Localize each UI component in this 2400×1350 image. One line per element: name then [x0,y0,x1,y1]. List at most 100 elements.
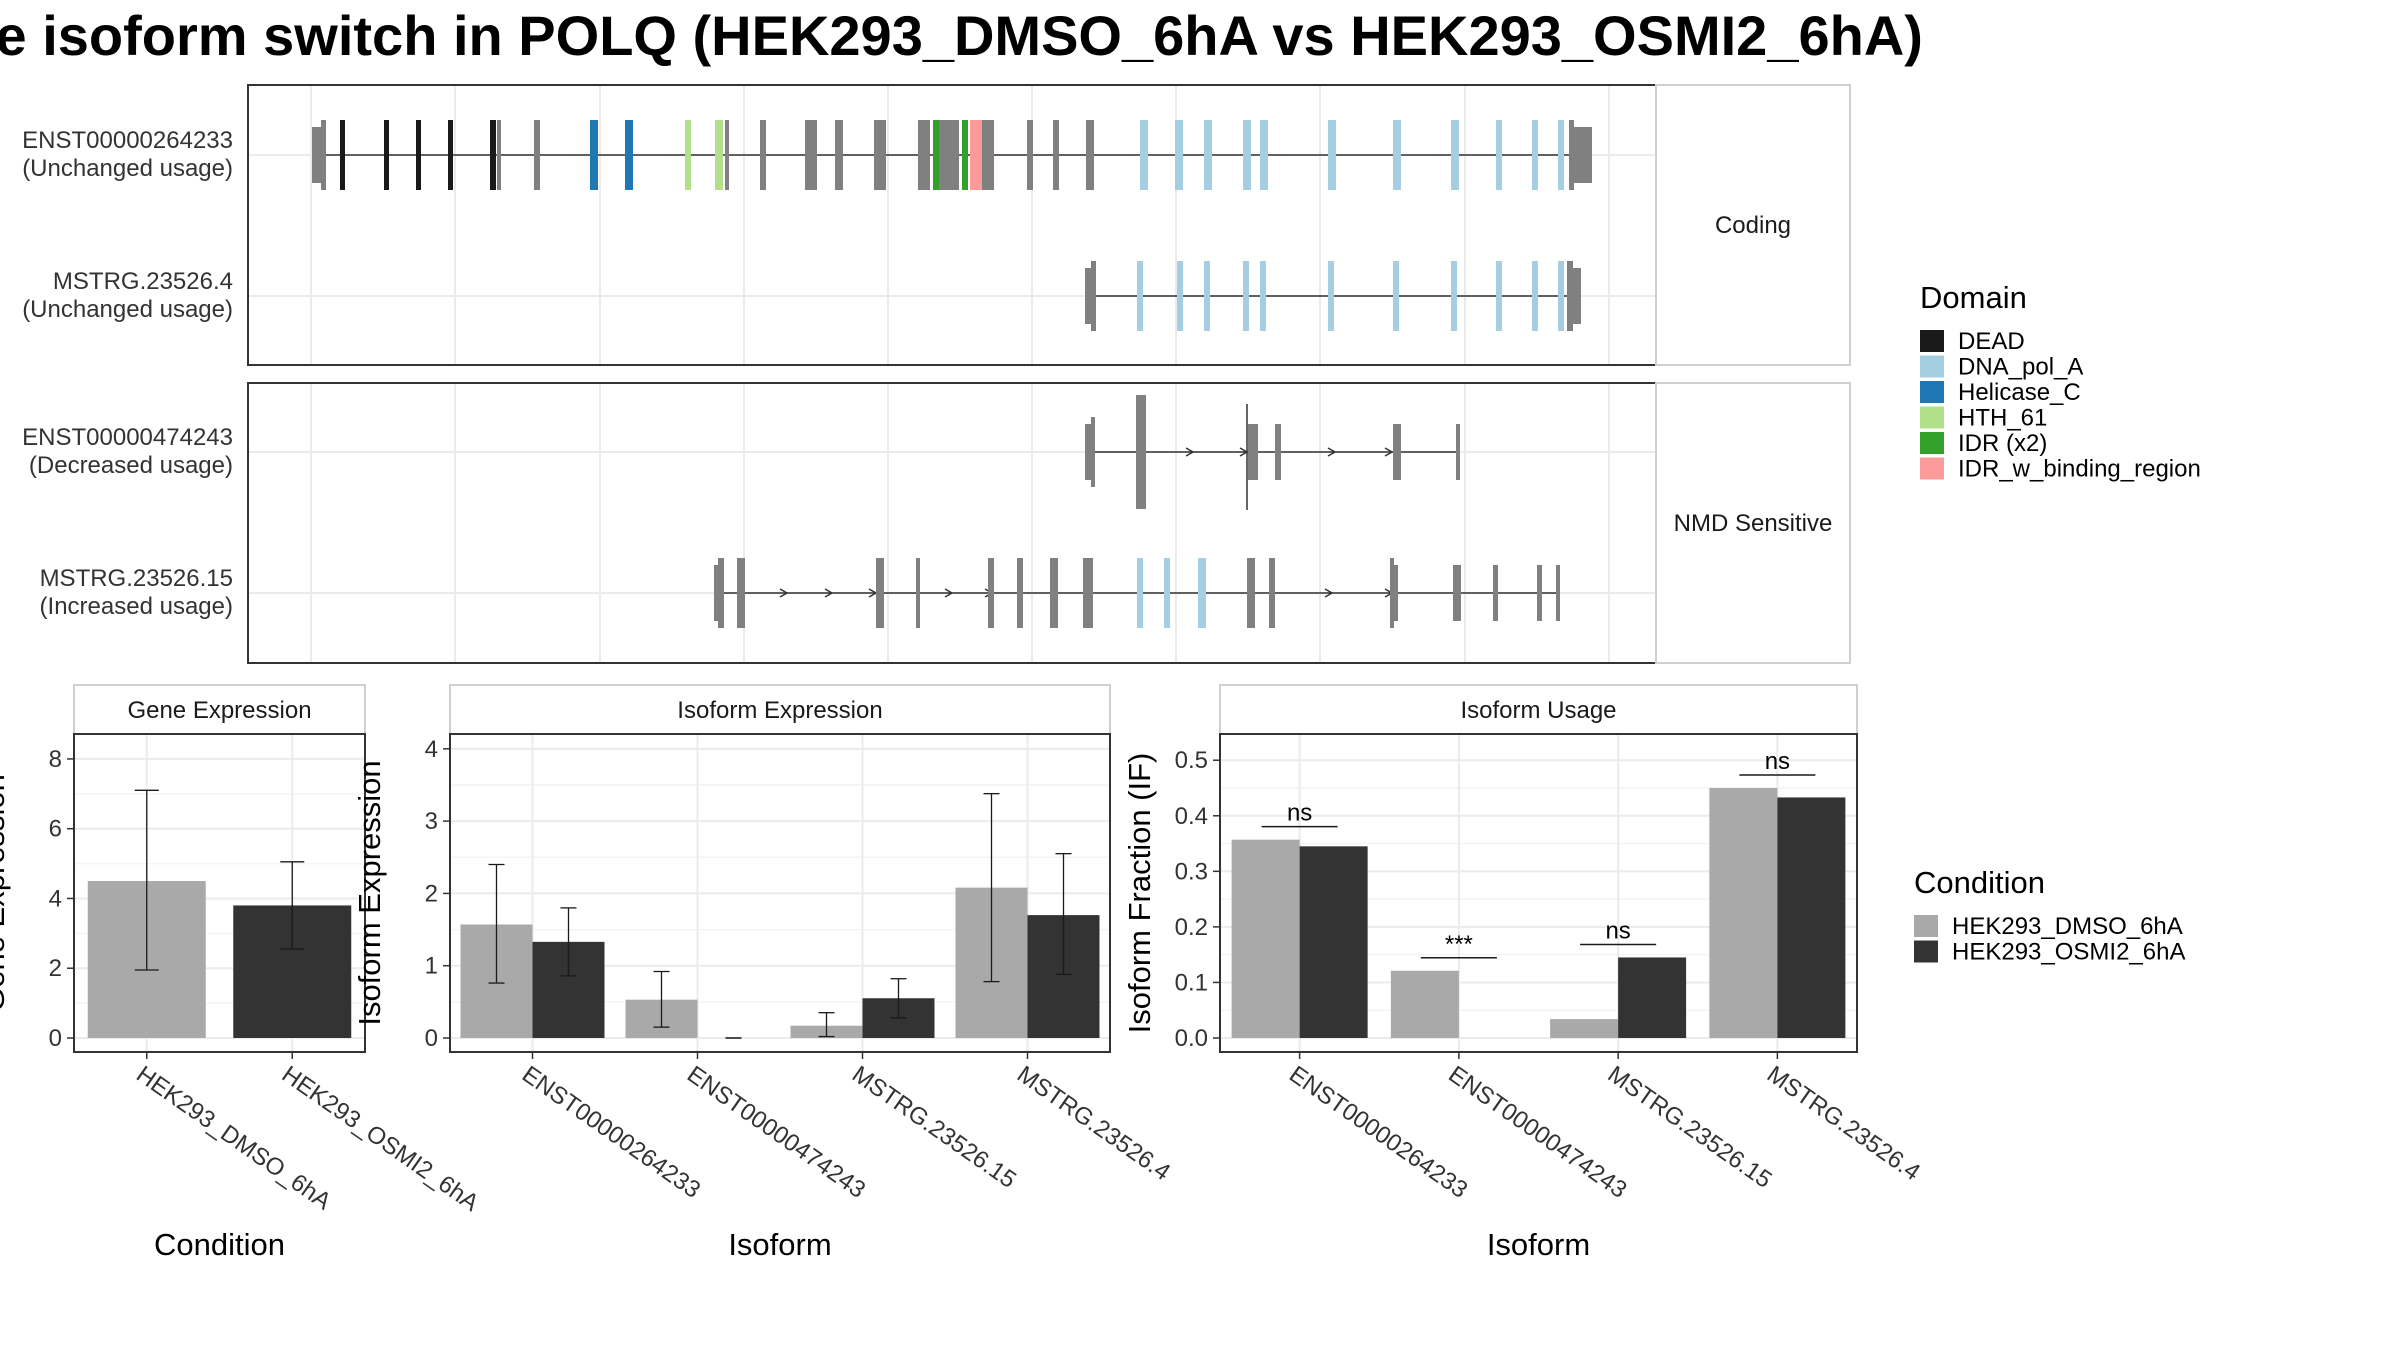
y-tick-label: 0 [49,1025,62,1052]
exon-block [1247,558,1255,628]
transcript-id: ENST00000474243 [22,424,233,451]
chart-title-strip [73,684,366,735]
exon-block [685,120,691,190]
transcript-label: ENST00000474243 (Decreased usage) [22,424,233,479]
facet-strip [1655,382,1851,664]
bar-chart: Isoform Usage0.00.10.20.30.40.5nsENST000… [1122,684,1925,1262]
exon-block [1573,268,1581,324]
transcript-label: ENST00000264233 (Unchanged usage) [22,127,233,182]
exon-block [590,120,598,190]
transcript-usage: (Unchanged usage) [22,155,233,182]
y-tick-label: 0 [425,1025,438,1052]
significance-label: ns [1287,800,1312,827]
transcript-id: MSTRG.23526.4 [53,268,233,295]
exon-block [1390,558,1394,628]
exon-block [835,120,843,190]
exon-block [1532,120,1538,190]
y-tick-label: 0.3 [1175,858,1208,885]
domain-legend-swatch [1920,355,1944,378]
domain-legend-swatch [1920,406,1944,429]
exon-block [625,120,633,190]
structure-facet: ENST00000264233 (Unchanged usage)MSTRG.23… [22,84,1851,366]
exon-block [1175,120,1183,190]
exon-block [725,120,729,190]
significance-label: ns [1605,917,1630,944]
exon-block [1393,565,1398,621]
condition-legend-swatch [1914,940,1938,963]
direction-arrow [1185,447,1195,457]
bar [1299,846,1368,1038]
direction-arrow [944,588,954,598]
exon-block [737,558,745,628]
exon-block [1260,261,1266,331]
exon-block [1136,395,1146,509]
chart-title: Isoform Usage [1460,697,1616,724]
transcript-usage: (Increased usage) [40,593,233,620]
exon-block [1086,120,1094,190]
y-tick-label: 0.5 [1175,747,1208,774]
facet-strip [1655,84,1851,366]
exon-block [715,120,723,190]
exon-block [1451,261,1457,331]
exon-block [718,558,724,628]
y-axis-title: Gene Expression [0,774,11,1012]
exon-block [1053,120,1059,190]
domain-legend-title: Domain [1920,280,2027,315]
exon-block [1137,261,1143,331]
exon-block [916,558,920,628]
exon-block [982,120,994,190]
exon-block [1556,565,1560,621]
y-tick-label: 1 [425,953,438,980]
x-tick-label: MSTRG.23526.15 [847,1061,1021,1194]
exon-block [416,120,421,190]
y-tick-label: 0.1 [1175,969,1208,996]
chart-title: Isoform Expression [677,697,882,724]
y-tick-label: 0.0 [1175,1025,1208,1052]
plot-border [1219,733,1858,1053]
facet-background [248,383,1656,663]
condition-legend-label: HEK293_OSMI2_6hA [1952,939,2185,966]
transcript-label: MSTRG.23526.4 (Unchanged usage) [22,268,233,323]
y-tick-label: 6 [49,816,62,843]
exon-block [1091,261,1096,331]
y-tick-label: 0.4 [1175,803,1208,830]
exon-block [1558,120,1564,190]
domain-legend-label: HTH_61 [1958,405,2047,432]
condition-legend-label: HEK293_DMSO_6hA [1952,913,2183,940]
exon-block [1140,120,1148,190]
bar-chart: Gene Expression02468HEK293_DMSO_6hAHEK29… [0,684,484,1262]
plot-border [449,733,1111,1053]
exon-block [1569,120,1574,190]
chart-title: Gene Expression [127,697,311,724]
direction-arrow [1384,447,1394,457]
exon-block [1496,261,1502,331]
exon-block [1567,261,1573,331]
exon-block [1453,565,1461,621]
bar [1709,788,1778,1038]
exon-block [1243,120,1251,190]
exon-block [805,120,817,190]
domain-legend-label: DNA_pol_A [1958,354,2083,381]
bar [1618,957,1687,1038]
significance-label: ns [1765,748,1790,775]
direction-arrow [1324,588,1334,598]
exon-block [874,120,886,190]
exon-block [340,120,345,190]
x-tick-label: ENST00000264233 [517,1061,705,1204]
exon-block [1328,120,1336,190]
transcript-usage: (Unchanged usage) [22,296,233,323]
exon-block [1243,261,1249,331]
transcript-id: ENST00000264233 [22,127,233,154]
exon-block [714,565,720,621]
exon-block [1496,120,1502,190]
exon-block [1456,424,1460,480]
exon-block [1164,558,1170,628]
bar [1777,797,1846,1038]
significance-label: *** [1445,931,1473,958]
exon-block [1537,565,1542,621]
bar-chart: Isoform Expression 0 1 2 3 4 ENST00000264233EN… [352,684,1175,1262]
condition-legend-title: Condition [1914,865,2045,900]
exon-block [1574,127,1592,183]
